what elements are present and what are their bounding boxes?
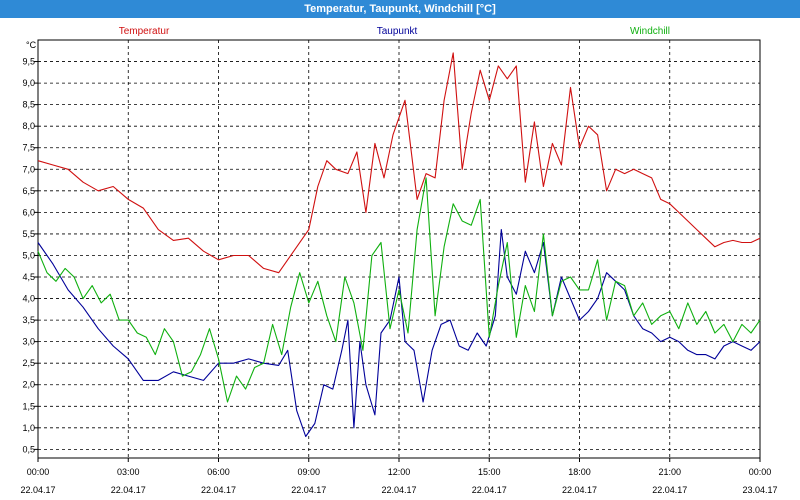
series-line-taupunkt bbox=[37, 229, 761, 438]
x-tick-labels: 00:00 22.04.17 03:00 22.04.17 06:00 22.04.17 0… bbox=[20, 467, 777, 495]
y-tick-label: 9,5 bbox=[22, 57, 35, 67]
x-tick-date: 22.04.17 bbox=[381, 485, 416, 495]
y-tick-label: 0,5 bbox=[22, 444, 35, 454]
x-tick-date: 23.04.17 bbox=[742, 485, 777, 495]
window-titlebar: Temperatur, Taupunkt, Windchill [°C] bbox=[0, 0, 800, 18]
y-tick-label: 2,0 bbox=[22, 380, 35, 390]
y-tick-label: 6,5 bbox=[22, 186, 35, 196]
legend-windchill: Windchill bbox=[630, 26, 670, 37]
x-tick-date: 22.04.17 bbox=[562, 485, 597, 495]
y-tick-labels: 0,5 1,0 1,5 2,0 2,5 3,0 3,5 4,0 4,5 5,0 5,5 6,0 6,5 7… bbox=[22, 57, 35, 455]
window-title: Temperatur, Taupunkt, Windchill [°C] bbox=[304, 3, 496, 15]
y-tick-label: 9,0 bbox=[22, 78, 35, 88]
series-line-temperatur bbox=[37, 52, 761, 274]
y-tick-label: 4,0 bbox=[22, 294, 35, 304]
y-tick-label: 6,0 bbox=[22, 207, 35, 217]
legend: Temperatur Taupunkt Windchill bbox=[119, 26, 670, 37]
x-tick-time: 15:00 bbox=[478, 467, 501, 477]
x-tick-date: 22.04.17 bbox=[201, 485, 236, 495]
y-axis-label: °C bbox=[26, 40, 37, 50]
x-tick-time: 09:00 bbox=[297, 467, 320, 477]
x-tick-time: 00:00 bbox=[27, 467, 50, 477]
y-tick-label: 7,0 bbox=[22, 164, 35, 174]
y-tick-label: 8,5 bbox=[22, 100, 35, 110]
x-tick-time: 18:00 bbox=[568, 467, 591, 477]
legend-taupunkt: Taupunkt bbox=[377, 26, 418, 37]
x-tick-time: 06:00 bbox=[207, 467, 230, 477]
y-tick-label: 2,5 bbox=[22, 358, 35, 368]
y-tick-label: 1,0 bbox=[22, 423, 35, 433]
y-tick-label: 3,0 bbox=[22, 337, 35, 347]
y-tick-label: 5,0 bbox=[22, 250, 35, 260]
x-tick-date: 22.04.17 bbox=[111, 485, 146, 495]
y-tick-label: 4,5 bbox=[22, 272, 35, 282]
y-tick-label: 8,0 bbox=[22, 121, 35, 131]
y-tick-label: 1,5 bbox=[22, 401, 35, 411]
x-tick-time: 00:00 bbox=[749, 467, 772, 477]
grid-lines bbox=[34, 39, 761, 462]
x-tick-date: 22.04.17 bbox=[472, 485, 507, 495]
series-line-windchill bbox=[37, 177, 761, 403]
x-tick-date: 22.04.17 bbox=[291, 485, 326, 495]
series-layer bbox=[37, 52, 761, 438]
x-tick-date: 22.04.17 bbox=[652, 485, 687, 495]
x-tick-time: 21:00 bbox=[658, 467, 681, 477]
x-tick-time: 12:00 bbox=[388, 467, 411, 477]
y-tick-label: 7,5 bbox=[22, 143, 35, 153]
y-tick-label: 5,5 bbox=[22, 229, 35, 239]
y-tick-label: 3,5 bbox=[22, 315, 35, 325]
line-chart: °C 0,5 1,0 1,5 2,0 2,5 3,0 3,5 4,0 4,5 5,0 5,5 6,0 6… bbox=[20, 26, 777, 495]
x-tick-date: 22.04.17 bbox=[20, 485, 55, 495]
x-tick-time: 03:00 bbox=[117, 467, 140, 477]
legend-temperatur: Temperatur bbox=[119, 26, 170, 37]
